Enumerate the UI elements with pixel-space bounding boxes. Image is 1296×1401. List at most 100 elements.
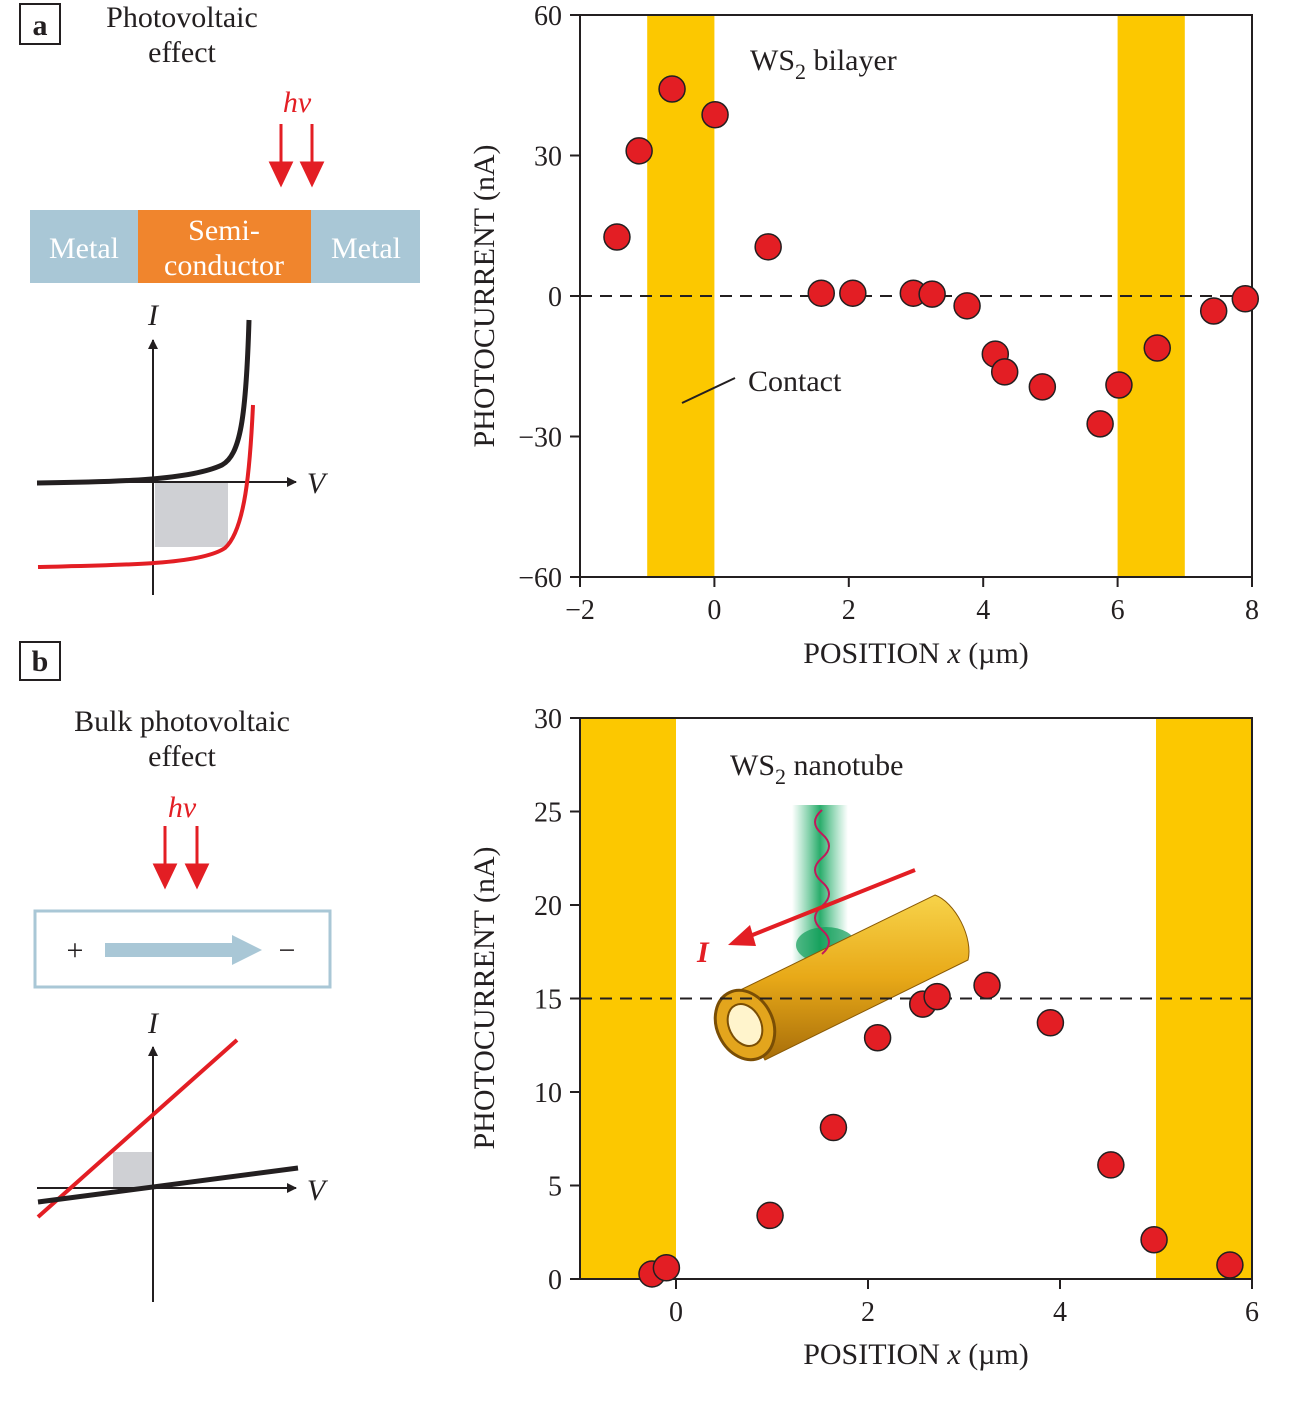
x-tick-label: 2 [842,595,856,626]
y-tick-label: 0 [548,1265,562,1296]
axis-i-label: I [147,1007,160,1040]
nanotube-core [726,1003,764,1047]
x-tick-label: −2 [565,595,595,626]
y-tick-label: −30 [518,423,562,454]
title-main: WS [750,44,795,77]
light-label-b: hν [168,791,197,824]
data-point [918,280,946,308]
title-rest: nanotube [786,749,903,782]
data-point [923,982,951,1011]
data-point [1143,334,1171,362]
inset-current-label: I [696,936,710,969]
y-tick-label: 15 [534,985,562,1016]
x-axis-label: POSITION x (µm) [803,1338,1029,1371]
xlabel-text: POSITION [803,637,947,670]
xlabel-text: POSITION [803,1338,947,1371]
panel-a-schematic: a Photovoltaic effect hν Metal Semi- con… [19,1,420,595]
light-arrows-icon [268,124,325,188]
metal-right-block [311,210,420,283]
title-subscript: 2 [795,59,806,84]
x-tick-label: 4 [976,595,990,626]
x-tick-label: 6 [1111,595,1125,626]
axis-i-label: I [147,299,160,332]
axis-v-label: V [307,467,329,500]
data-point [1097,1151,1125,1179]
semiconductor-label-line2: conductor [164,249,284,282]
light-label: hν [283,86,312,119]
y-axis-label: PHOTOCURRENT (nA) [468,846,501,1149]
panel-a-letter: a [33,9,48,42]
current-arrow [744,868,916,940]
data-point [603,223,631,251]
illuminated-iv-curve [37,404,255,569]
data-point [1105,371,1133,399]
metal-right-label: Metal [331,232,401,265]
panel-a-label-box [19,3,61,45]
data-point [756,1201,784,1230]
nanotube-illustration: I [696,805,970,1062]
photon-wave [814,809,830,955]
data-point [1086,410,1114,438]
y-tick-label: 30 [534,704,562,735]
plus-sign: + [67,934,84,967]
data-points [603,75,1260,438]
title-subscript: 2 [775,764,786,789]
data-point [701,101,729,129]
metal-left-label: Metal [49,232,119,265]
data-point [973,971,1001,1000]
data-point [953,292,981,320]
xlabel-unit: (µm) [961,1338,1029,1371]
metal-left-block [30,210,138,283]
dark-iv-curve [36,319,252,486]
x-tick-label: 0 [707,595,721,626]
x-axis-label: POSITION x (µm) [803,637,1029,670]
data-point [990,358,1019,386]
y-tick-label: 30 [534,142,562,173]
chart-title: WS2 bilayer [750,44,897,84]
panel-b-label-box [19,641,61,681]
power-region-shade [113,1152,153,1188]
current-arrowhead [728,925,756,946]
x-tick-label: 6 [1245,1297,1259,1328]
power-region-shade [155,483,228,547]
panel-a-title-line1: Photovoltaic [106,1,258,34]
panel-a-title-line2: effect [148,36,216,69]
x-tick-label: 4 [1053,1297,1067,1328]
x-tick-label: 0 [669,1297,683,1328]
contact-annotation: Contact [748,365,842,398]
data-point [1199,297,1228,325]
data-point [652,1254,681,1282]
data-points [638,971,1244,1288]
illuminated-iv-line [36,1038,239,1219]
xlabel-variable: x [946,1338,961,1371]
y-tick-label: 60 [534,1,562,32]
data-point [625,137,653,165]
contact-pointer-line [681,377,736,404]
panel-b-schematic: b Bulk photovoltaic effect hν + − I V [19,641,332,1302]
panel-b-letter: b [32,645,49,678]
data-point [1140,1225,1168,1254]
data-point [807,279,835,307]
polarization-arrow-icon [105,935,262,965]
dark-iv-line [37,1165,299,1205]
y-tick-label: 0 [548,282,562,313]
light-arrows-icon [152,826,210,890]
axis-ticks: −2 0 2 4 6 8 −60 −30 0 30 60 [518,1,1259,626]
data-point [863,1024,892,1052]
x-tick-label: 8 [1245,595,1259,626]
data-point [1028,373,1057,401]
data-point [819,1113,848,1142]
nanotube-body [729,894,970,1061]
data-point [1036,1009,1065,1037]
semiconductor-block [138,210,311,283]
y-tick-label: −60 [518,563,562,594]
title-rest: bilayer [806,44,897,77]
data-point [658,75,686,103]
y-axis-label: PHOTOCURRENT (nA) [468,144,501,447]
y-tick-label: 10 [534,1078,562,1109]
axis-v-label: V [307,1174,329,1207]
y-tick-label: 25 [534,798,562,829]
